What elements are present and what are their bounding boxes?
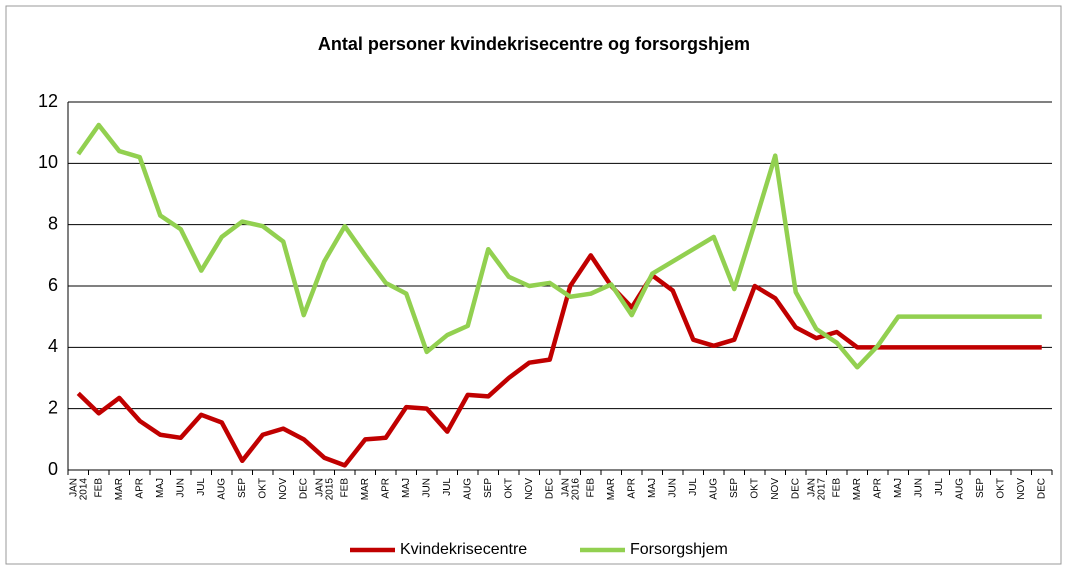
x-tick-label: APR [626, 478, 637, 499]
x-tick-label: APR [872, 478, 883, 499]
x-tick-label: MAJ [893, 478, 904, 498]
y-tick-label: 4 [48, 336, 58, 356]
x-tick-label: DEC [790, 478, 801, 499]
x-tick-label: AUG [462, 478, 473, 500]
x-tick-label: SEP [975, 478, 986, 498]
y-tick-label: 2 [48, 397, 58, 417]
x-tick-label: OKT [749, 478, 760, 499]
x-tick-label: MAR [606, 478, 617, 500]
x-tick-label: NOV [278, 478, 289, 500]
x-tick-label: FEB [831, 478, 842, 498]
x-tick-label: OKT [995, 478, 1006, 499]
x-tick-label: MAJ [401, 478, 412, 498]
x-tick-label: APR [134, 478, 145, 499]
x-tick-label: AUG [954, 478, 965, 500]
x-tick-label: JUL [934, 478, 945, 496]
x-tick-label: JAN2017 [806, 478, 827, 501]
series-line [76, 122, 1042, 370]
x-tick-label: DEC [544, 478, 555, 499]
y-tick-label: 10 [38, 152, 58, 172]
x-tick-label: OKT [257, 478, 268, 499]
x-tick-label: APR [380, 478, 391, 499]
x-tick-label: MAJ [155, 478, 166, 498]
y-tick-label: 12 [38, 91, 58, 111]
x-tick-label: MAR [360, 478, 371, 500]
x-tick-label: JUL [442, 478, 453, 496]
x-tick-label: DEC [298, 478, 309, 499]
y-tick-label: 6 [48, 275, 58, 295]
x-tick-label: JUN [175, 478, 186, 497]
series-line [76, 253, 1042, 468]
x-tick-label: NOV [524, 478, 535, 500]
x-tick-label: JUN [421, 478, 432, 497]
chart-title: Antal personer kvindekrisecentre og fors… [318, 34, 750, 54]
x-tick-label: NOV [770, 478, 781, 500]
x-tick-label: AUG [708, 478, 719, 500]
x-tick-label: NOV [1016, 478, 1027, 500]
x-tick-label: SEP [729, 478, 740, 498]
x-tick-label: JAN2015 [314, 478, 335, 501]
x-tick-label: SEP [237, 478, 248, 498]
x-tick-label: JUL [688, 478, 699, 496]
x-tick-label: JUN [913, 478, 924, 497]
x-tick-label: JUL [196, 478, 207, 496]
x-tick-label: JAN2016 [560, 478, 581, 501]
y-tick-label: 8 [48, 213, 58, 233]
y-tick-label: 0 [48, 459, 58, 479]
x-tick-label: FEB [93, 478, 104, 498]
x-tick-label: MAJ [647, 478, 658, 498]
x-tick-label: MAR [852, 478, 863, 500]
legend-label: Forsorgshjem [630, 541, 728, 558]
x-tick-label: DEC [1036, 478, 1047, 499]
x-tick-label: MAR [114, 478, 125, 500]
legend-label: Kvindekrisecentre [400, 541, 527, 558]
x-tick-label: JUN [667, 478, 678, 497]
x-tick-label: OKT [503, 478, 514, 499]
x-tick-label: AUG [216, 478, 227, 500]
x-tick-label: FEB [585, 478, 596, 498]
x-tick-label: JAN2014 [68, 478, 89, 501]
x-tick-label: FEB [339, 478, 350, 498]
x-tick-label: SEP [483, 478, 494, 498]
